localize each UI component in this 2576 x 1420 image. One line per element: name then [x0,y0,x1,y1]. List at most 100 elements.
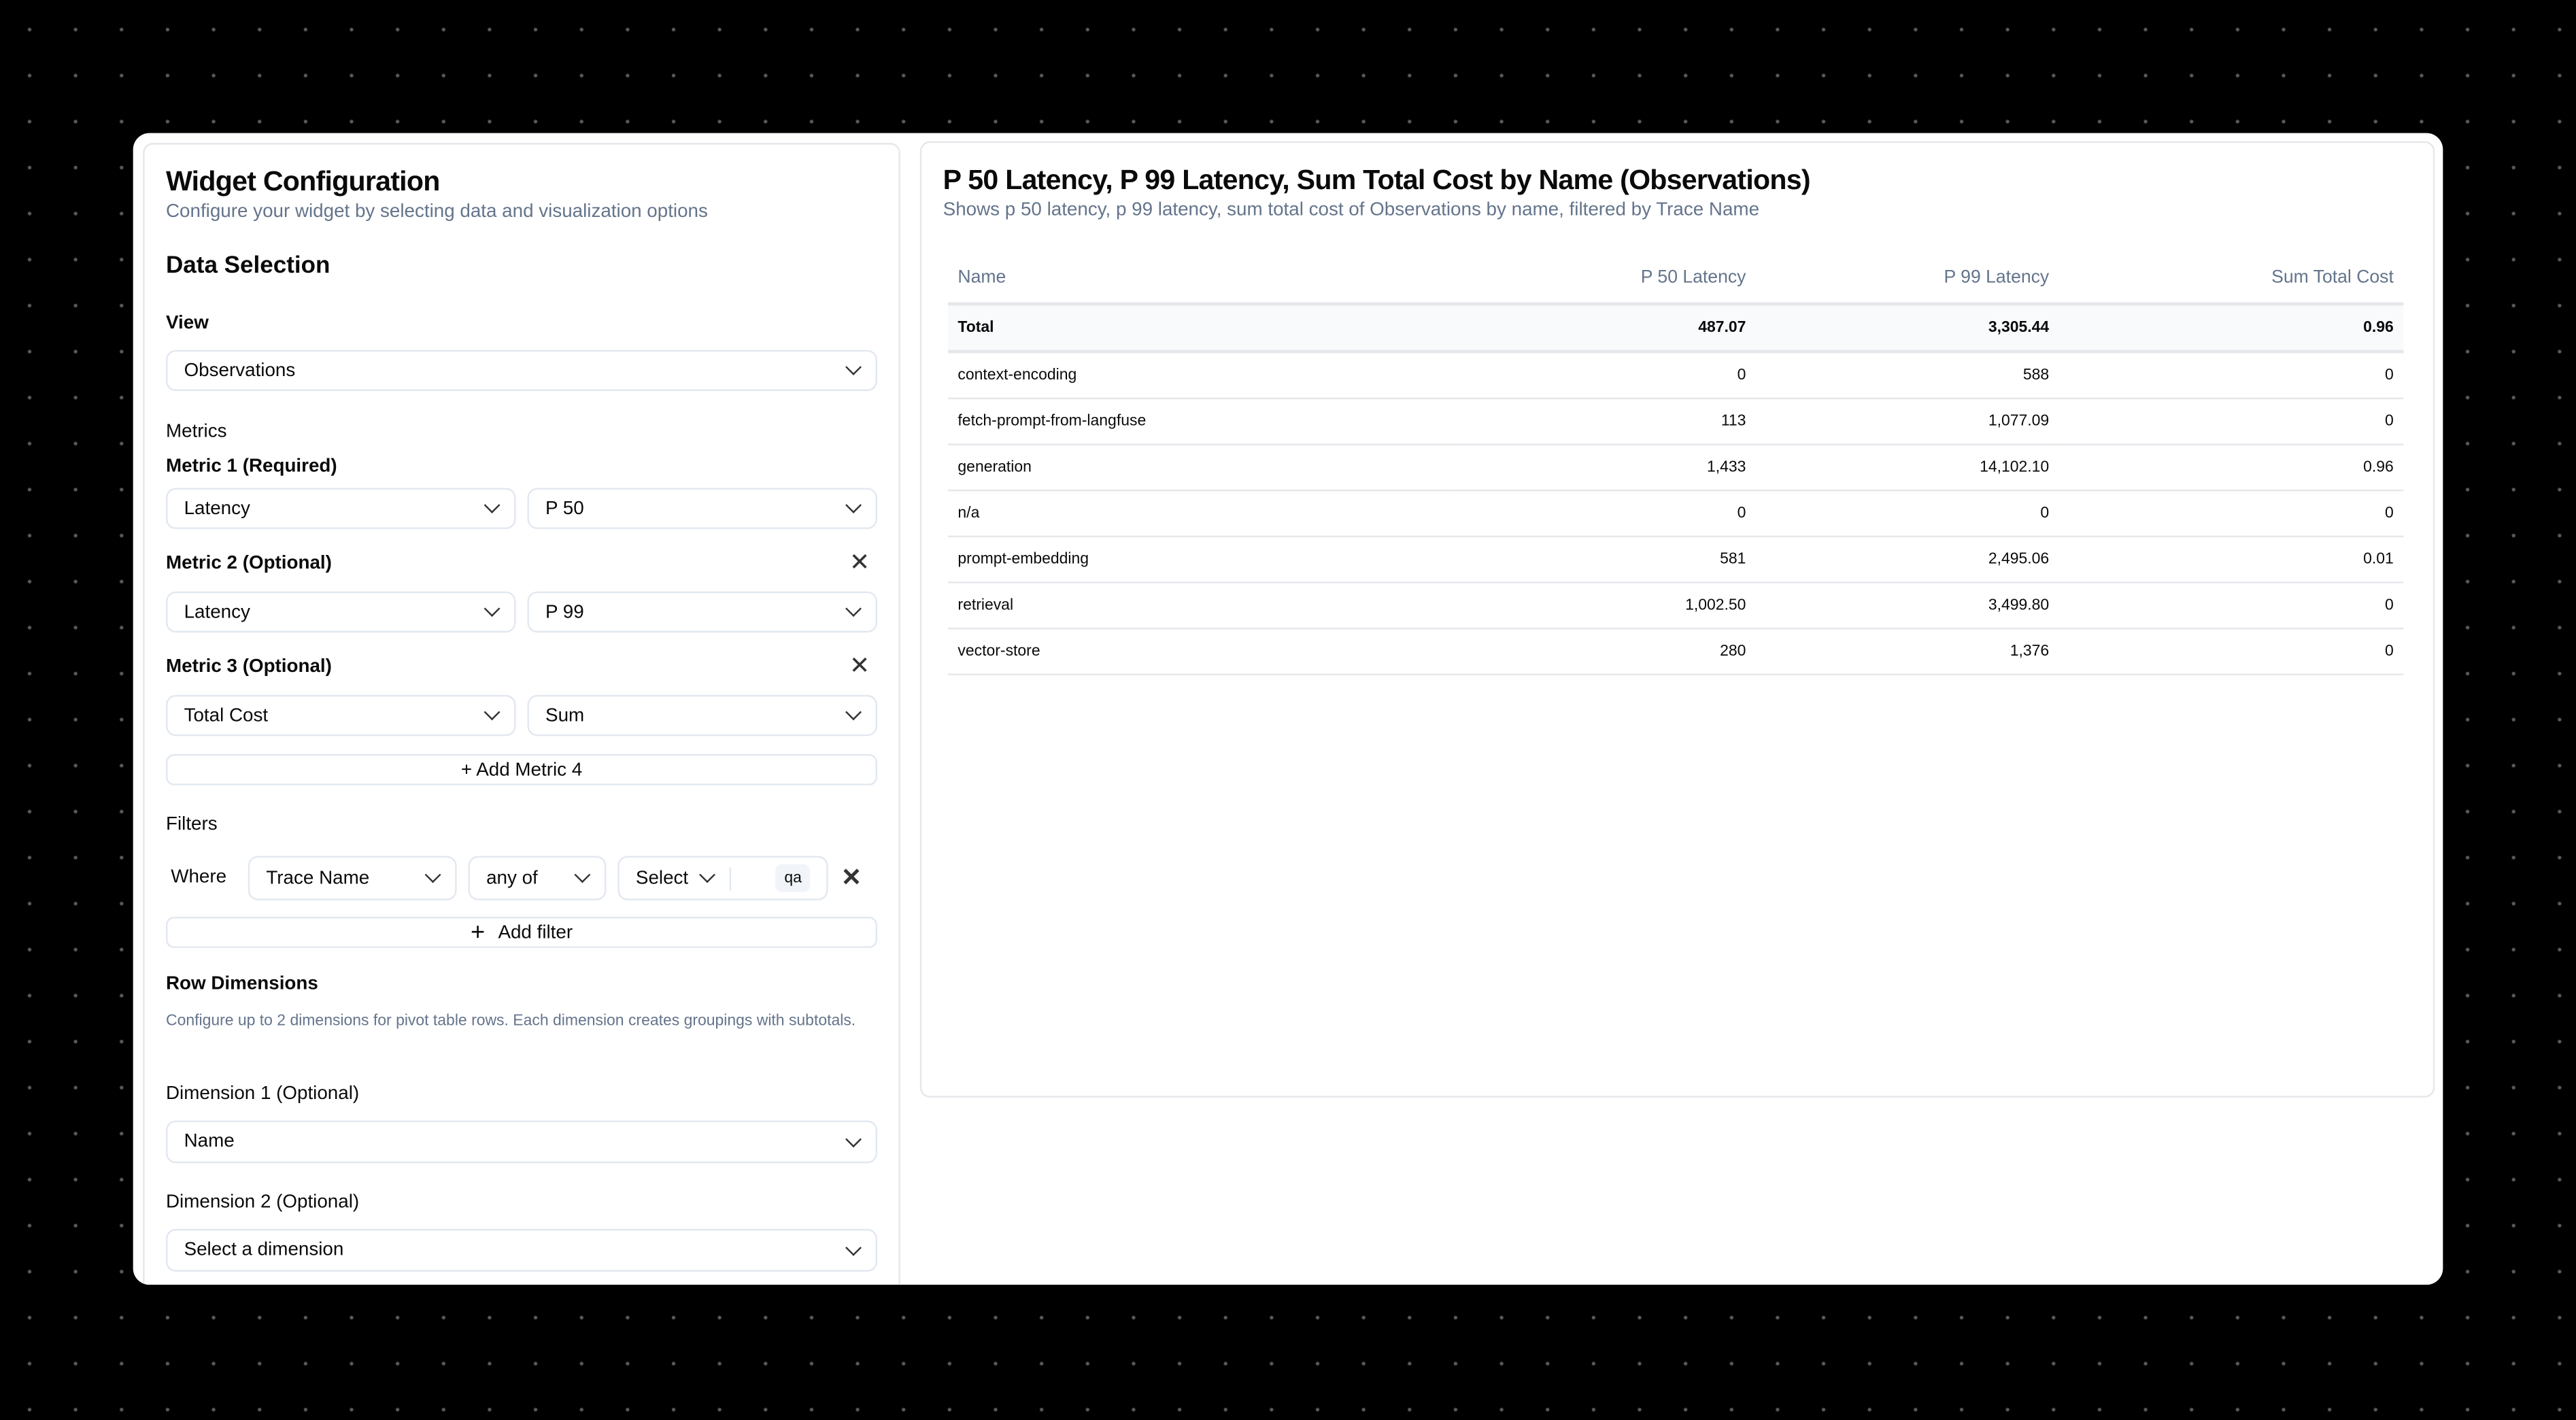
column-header[interactable]: Name [947,253,1453,306]
table-row: prompt-embedding 581 2,495.06 0.01 [947,536,2404,584]
add-filter-label: Add filter [498,922,573,943]
metric-3-aggregation-select[interactable]: Sum [527,694,878,737]
metric-2-aggregation-select[interactable]: P 99 [527,591,878,633]
dimension-1-value: Name [184,1132,235,1152]
add-filter-button[interactable]: + Add filter [165,917,878,948]
cell: 1,376 [1755,628,2059,675]
preview-subtitle: Shows p 50 latency, p 99 latency, sum to… [943,200,1760,220]
dimension-2-placeholder: Select a dimension [184,1240,344,1260]
filter-column-value: Trace Name [266,868,370,888]
cell: 0 [2058,582,2404,630]
config-panel: Widget Configuration Configure your widg… [143,143,900,1285]
aggregation-value: Sum [545,705,585,726]
row-dimensions-heading: Row Dimensions [165,974,318,994]
cell: prompt-embedding [947,536,1453,584]
filter-value-select[interactable]: Select qa [617,856,828,900]
measure-value: Total Cost [184,705,269,726]
cell: 3,499.80 [1755,582,2059,630]
table-row: vector-store 280 1,376 0 [947,628,2404,675]
metric-2-label: Metric 2 (Optional) [165,554,332,574]
dimension-2-select[interactable]: Select a dimension [165,1229,878,1272]
preview-title: P 50 Latency, P 99 Latency, Sum Total Co… [943,164,1811,196]
cell: context-encoding [947,351,1453,400]
cell: 0 [2058,490,2404,537]
metric-1-measure-select[interactable]: Latency [165,488,516,529]
preview-panel: P 50 Latency, P 99 Latency, Sum Total Co… [919,141,2435,1098]
cell: 0 [1453,351,1756,400]
filter-value-chip[interactable]: qa [776,864,810,892]
chevron-down-icon [845,601,862,618]
metric-1-label: Metric 1 (Required) [165,456,337,477]
chevron-down-icon [845,496,862,513]
aggregation-value: P 50 [545,498,584,519]
pivot-table: Name P 50 Latency P 99 Latency Sum Total… [947,253,2404,675]
column-header[interactable]: P 50 Latency [1453,253,1756,306]
column-header[interactable]: Sum Total Cost [2058,253,2404,306]
chevron-down-icon [484,496,501,513]
chevron-down-icon [845,1130,862,1147]
filter-where-label: Where [171,867,227,888]
table-row: fetch-prompt-from-langfuse 113 1,077.09 0 [947,398,2404,445]
chevron-down-icon [698,866,715,883]
filters-label: Filters [165,815,218,835]
cell: 0.96 [2058,303,2404,354]
chevron-down-icon [845,1238,862,1255]
metric-2-measure-select[interactable]: Latency [165,591,516,633]
table-row: n/a 0 0 0 [947,490,2404,537]
remove-filter-icon[interactable]: ✕ [841,864,862,892]
chevron-down-icon [845,704,862,721]
add-metric-button[interactable]: + Add Metric 4 [165,754,878,785]
config-subtitle: Configure your widget by selecting data … [165,202,708,222]
cell: 1,433 [1453,444,1756,492]
table-header-row: Name P 50 Latency P 99 Latency Sum Total… [947,253,2404,306]
cell: 0.01 [2058,536,2404,584]
cell: 0 [2058,351,2404,400]
chevron-down-icon [484,704,501,721]
cell: 0 [1453,490,1756,537]
plus-icon: + [470,918,486,947]
chevron-down-icon [424,866,441,883]
metric-3-label: Metric 3 (Optional) [165,657,332,677]
cell: 0 [2058,628,2404,675]
table-row: context-encoding 0 588 0 [947,351,2404,400]
chevron-down-icon [574,866,591,883]
dimension-1-label: Dimension 1 (Optional) [165,1084,360,1104]
metric-1-aggregation-select[interactable]: P 50 [527,488,878,529]
divider [729,866,731,890]
chevron-down-icon [484,601,501,618]
table-row: generation 1,433 14,102.10 0.96 [947,444,2404,492]
measure-value: Latency [184,498,250,519]
column-header[interactable]: P 99 Latency [1755,253,2059,306]
cell: 14,102.10 [1755,444,2059,492]
cell: 0.96 [2058,444,2404,492]
cell: n/a [947,490,1453,537]
metrics-label: Metrics [165,422,227,442]
aggregation-value: P 99 [545,602,584,622]
dimension-2-label: Dimension 2 (Optional) [165,1192,360,1213]
dimension-1-select[interactable]: Name [165,1120,878,1164]
filter-column-select[interactable]: Trace Name [248,856,457,900]
cell: retrieval [947,582,1453,630]
cell: 1,002.50 [1453,582,1756,630]
cell: 280 [1453,628,1756,675]
cell: vector-store [947,628,1453,675]
cell: fetch-prompt-from-langfuse [947,398,1453,445]
filter-operator-value: any of [486,868,538,888]
cell: 588 [1755,351,2059,400]
cell: 2,495.06 [1755,536,2059,584]
view-value: Observations [184,360,296,381]
total-row: Total 487.07 3,305.44 0.96 [947,303,2404,354]
remove-metric-3-icon[interactable]: ✕ [849,652,870,681]
cell: 3,305.44 [1755,303,2059,354]
view-select[interactable]: Observations [165,350,878,391]
cell: 1,077.09 [1755,398,2059,445]
metric-3-measure-select[interactable]: Total Cost [165,694,516,737]
cell: Total [947,303,1453,354]
cell: 487.07 [1453,303,1756,354]
filter-operator-select[interactable]: any of [468,856,607,900]
row-dimensions-description: Configure up to 2 dimensions for pivot t… [165,1012,856,1030]
remove-metric-2-icon[interactable]: ✕ [849,548,870,577]
data-selection-heading: Data Selection [165,253,331,280]
cell: 0 [2058,398,2404,445]
